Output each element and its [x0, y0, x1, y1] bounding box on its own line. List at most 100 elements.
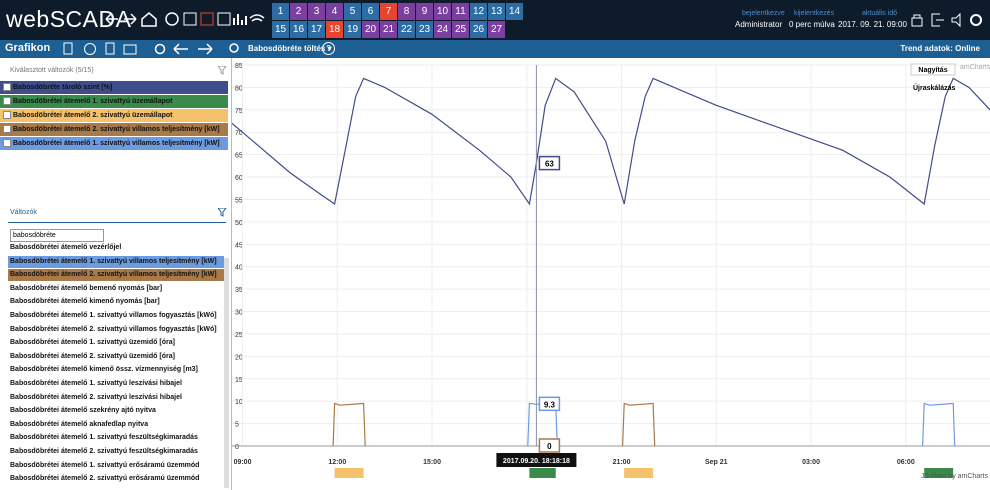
- y-tick-label: 85: [235, 63, 243, 70]
- y-tick-label: 50: [235, 220, 243, 227]
- variable-item[interactable]: Babosdöbrétei átemelő 1. szivattyú villa…: [10, 312, 217, 319]
- lock-icon[interactable]: [911, 17, 923, 27]
- rescale-button[interactable]: Újraskálázás: [913, 83, 956, 92]
- selected-variable[interactable]: Babosdöbrétei átemelő 1. szivattyú üzemá…: [0, 95, 228, 108]
- back-icon[interactable]: [105, 13, 118, 25]
- variable-name: Babosdöbrétei átemelő 2. szivattyú üzemá…: [13, 112, 173, 119]
- tile[interactable]: 6: [362, 3, 379, 20]
- variable-item[interactable]: Babosdöbrétei átemelő szekrény ajtó nyit…: [10, 407, 156, 415]
- tile[interactable]: 25: [452, 21, 469, 38]
- tile[interactable]: 24: [434, 21, 451, 38]
- selected-variable[interactable]: Babosdöbrétei átemelő 2. szivattyú üzemá…: [0, 109, 228, 122]
- variable-item[interactable]: Babosdöbrétei átemelő kimenő össz. vízme…: [10, 366, 198, 374]
- save-icon[interactable]: [105, 42, 115, 55]
- variable-item[interactable]: Babosdöbrétei átemelő vezérlőjel: [10, 244, 122, 251]
- filter-icon[interactable]: [218, 208, 227, 217]
- tile[interactable]: 8: [398, 3, 415, 20]
- new-icon[interactable]: [63, 42, 73, 55]
- variable-item[interactable]: Babosdöbrétei átemelő 1. szivattyú feszü…: [10, 434, 198, 442]
- variable-item[interactable]: Babosdöbrétei átemelő 2. szivattyú üzemi…: [10, 352, 175, 360]
- variable-item[interactable]: Babosdöbrétei átemelő 2. szivattyú villa…: [10, 325, 217, 333]
- variable-item[interactable]: Babosdöbrétei átemelő 2. szivattyú erősá…: [10, 475, 200, 483]
- y-tick-label: 40: [235, 265, 243, 272]
- x-tick-label: 21:00: [613, 459, 631, 466]
- variable-item[interactable]: Babosdöbrétei átemelő kimenő nyomás [bar…: [10, 298, 160, 306]
- config-icon[interactable]: [970, 14, 982, 26]
- cursor-date-box: [496, 453, 577, 467]
- tile[interactable]: 18: [326, 21, 343, 38]
- tile[interactable]: 17: [308, 21, 325, 38]
- tile[interactable]: 2: [290, 3, 307, 20]
- filter-icon[interactable]: [218, 66, 227, 75]
- current-time: 2017. 09. 21. 09:00: [838, 20, 907, 29]
- cursor-tooltip: [538, 396, 561, 412]
- variable-name: Babosdöbrétei átemelő 2. szivattyú villa…: [13, 126, 220, 133]
- tile[interactable]: 26: [470, 21, 487, 38]
- state-band: [334, 468, 364, 478]
- tile[interactable]: 3: [308, 3, 325, 20]
- tile[interactable]: 7: [380, 3, 397, 20]
- next-icon[interactable]: [198, 43, 213, 55]
- state-band: [924, 468, 954, 478]
- checkbox: [3, 111, 11, 120]
- tile[interactable]: 1: [272, 3, 289, 20]
- tile[interactable]: 11: [452, 3, 469, 20]
- user-label: bejelentkezve: [742, 10, 785, 17]
- tile[interactable]: 21: [380, 21, 397, 38]
- tile[interactable]: 22: [398, 21, 415, 38]
- variable-item[interactable]: Babosdöbrétei átemelő 1. szivattyú villa…: [8, 255, 224, 268]
- tile[interactable]: 15: [272, 21, 289, 38]
- chart-icon[interactable]: [233, 14, 247, 25]
- tile[interactable]: 14: [506, 3, 523, 20]
- variable-item[interactable]: Babosdöbrétei átemelő 2. szivattyú leszí…: [10, 393, 182, 401]
- tile[interactable]: 16: [290, 21, 307, 38]
- settings-icon[interactable]: [165, 12, 179, 26]
- report-icon[interactable]: [217, 12, 231, 26]
- tile[interactable]: 19: [344, 21, 361, 38]
- tile[interactable]: 5: [344, 3, 361, 20]
- trend-status: Trend adatok: Online: [900, 44, 980, 53]
- selected-variable[interactable]: Babosdöbrétei átemelő 1. szivattyú villa…: [0, 137, 228, 150]
- tile[interactable]: 4: [326, 3, 343, 20]
- search-input[interactable]: babosdöbréte: [10, 229, 104, 242]
- variable-item[interactable]: Babosdöbrétei átemelő 2. szivattyú villa…: [8, 269, 224, 282]
- cursor-value: 9.3: [544, 400, 556, 409]
- selected-variable[interactable]: Babosdöbrétei átemelő 2. szivattyú villa…: [0, 123, 228, 136]
- tile[interactable]: 27: [488, 21, 505, 38]
- variable-item[interactable]: Babosdöbrétei átemelő bemenő nyomás [bar…: [10, 284, 163, 292]
- tile[interactable]: 10: [434, 3, 451, 20]
- y-tick-label: 10: [235, 399, 243, 406]
- camera-icon[interactable]: [123, 44, 137, 55]
- globe-icon[interactable]: [84, 43, 96, 55]
- cursor-value: 63: [545, 160, 554, 169]
- selected-variable[interactable]: Babosdöbréte tároló szint [%]: [0, 81, 228, 94]
- search-icon[interactable]: [229, 43, 239, 53]
- help-button[interactable]: ?: [322, 42, 335, 55]
- forward-icon[interactable]: [124, 13, 137, 25]
- variable-item[interactable]: Babosdöbrétei átemelő 1. szivattyú üzemi…: [10, 339, 175, 347]
- trend-dropdown[interactable]: Babosdöbréte töltés ▾: [248, 44, 332, 53]
- home-icon[interactable]: [141, 12, 157, 27]
- tile[interactable]: 13: [488, 3, 505, 20]
- variable-item[interactable]: Babosdöbrétei átemelő aknafedlap nyitva: [10, 420, 149, 428]
- variable-item[interactable]: Babosdöbrétei átemelő 2. szivattyú feszü…: [10, 448, 198, 455]
- tile[interactable]: 23: [416, 21, 433, 38]
- variable-item[interactable]: Babosdöbrétei átemelő 1. szivattyú erősá…: [10, 461, 200, 469]
- tile[interactable]: 12: [470, 3, 487, 20]
- x-tick-label: 15:00: [423, 459, 441, 466]
- tile[interactable]: 20: [362, 21, 379, 38]
- screen-icon[interactable]: [183, 12, 197, 26]
- zoom-button[interactable]: [910, 63, 956, 76]
- tile[interactable]: 9: [416, 3, 433, 20]
- exit-icon[interactable]: [931, 13, 944, 27]
- variable-item[interactable]: Babosdöbrétei átemelő 1. szivattyú leszí…: [10, 380, 182, 387]
- sound-icon[interactable]: [951, 12, 961, 28]
- prev-icon[interactable]: [173, 43, 188, 55]
- y-tick-label: 25: [235, 332, 243, 339]
- wifi-icon[interactable]: [249, 14, 265, 22]
- scrollbar[interactable]: [224, 258, 229, 488]
- x-tick-label: Sep 21: [705, 459, 728, 466]
- alarm-icon[interactable]: [200, 12, 214, 26]
- x-tick-label: 09:00: [234, 459, 252, 466]
- options-icon[interactable]: [154, 43, 166, 55]
